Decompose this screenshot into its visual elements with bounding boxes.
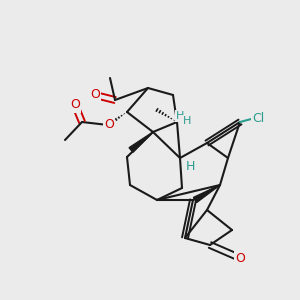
- Polygon shape: [129, 132, 153, 152]
- Text: Cl: Cl: [252, 112, 264, 124]
- Text: H: H: [183, 116, 191, 126]
- Text: H: H: [185, 160, 195, 172]
- Text: H: H: [176, 111, 184, 121]
- Text: O: O: [70, 98, 80, 112]
- Polygon shape: [194, 185, 220, 202]
- Text: O: O: [104, 118, 114, 131]
- Text: O: O: [90, 88, 100, 101]
- Text: O: O: [235, 251, 245, 265]
